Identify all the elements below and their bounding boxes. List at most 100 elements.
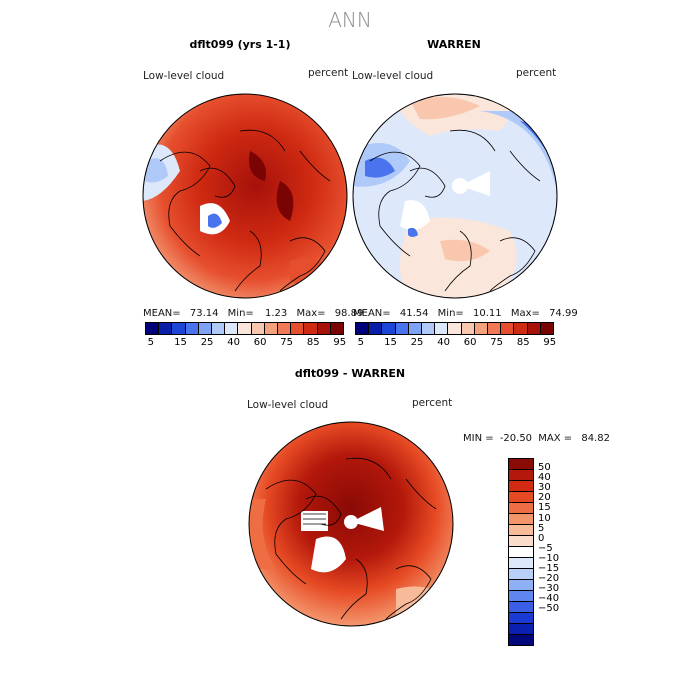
colorbar-swatch xyxy=(382,323,396,334)
diff-colorbar-tick-label: 15 xyxy=(538,502,551,514)
colorbar-swatch xyxy=(304,323,318,334)
colorbar-tick-label: 5 xyxy=(147,337,154,348)
left-min-label: Min= xyxy=(227,308,254,319)
diff-min-label: MIN = xyxy=(463,433,494,444)
right-colorbar xyxy=(355,322,554,335)
figure-title: ANN xyxy=(328,8,372,32)
diff-colorbar-swatch xyxy=(509,536,533,547)
diff-colorbar-swatch xyxy=(509,591,533,602)
right-min-value: 10.11 xyxy=(472,308,502,319)
diff-colorbar-swatch xyxy=(509,525,533,536)
colorbar-swatch xyxy=(159,323,173,334)
diff-colorbar-tick-label: 10 xyxy=(538,512,551,524)
colorbar-swatch xyxy=(251,323,265,334)
right-max-label: Max= xyxy=(510,308,540,319)
diff-colorbar-swatch xyxy=(509,514,533,525)
diff-colorbar-swatch xyxy=(509,503,533,514)
left-polar-map xyxy=(142,93,348,299)
colorbar-tick-label: 15 xyxy=(174,337,187,348)
right-mean-value: 41.54 xyxy=(399,308,429,319)
left-colorbar xyxy=(145,322,344,335)
colorbar-swatch xyxy=(488,323,502,334)
colorbar-swatch xyxy=(422,323,436,334)
right-variable-label: Low-level cloud xyxy=(352,70,434,82)
right-panel-title: WARREN xyxy=(427,38,481,51)
colorbar-swatch xyxy=(435,323,449,334)
diff-colorbar-swatch xyxy=(509,547,533,558)
diff-panel-title: dflt099 - WARREN xyxy=(294,367,406,380)
colorbar-tick-label: 75 xyxy=(490,337,504,348)
diff-colorbar-swatch xyxy=(509,624,533,635)
colorbar-swatch xyxy=(225,323,239,334)
colorbar-tick-label: 5 xyxy=(357,337,364,348)
left-colorbar-ticks: 5 15 25 40 60 75 85 95 xyxy=(145,337,346,349)
left-colorbar-swatches xyxy=(145,322,344,335)
colorbar-tick-label: 15 xyxy=(384,337,397,348)
diff-colorbar-swatch xyxy=(509,492,533,503)
diff-colorbar-tick-label: 0 xyxy=(538,532,545,544)
diff-colorbar-tick-label: 20 xyxy=(538,492,551,504)
diff-colorbar-tick-label: 50 xyxy=(538,462,551,473)
right-mean-label: MEAN= xyxy=(353,308,391,319)
colorbar-tick-label: 60 xyxy=(253,337,267,348)
left-stats: MEAN= 73.14 Min= 1.23 Max= 98.89 xyxy=(143,308,363,319)
colorbar-swatch xyxy=(185,323,199,334)
colorbar-swatch xyxy=(527,323,541,334)
colorbar-swatch xyxy=(291,323,305,334)
diff-units-label: percent xyxy=(412,397,453,409)
colorbar-swatch xyxy=(198,323,213,334)
diff-colorbar-tick-label: −10 xyxy=(538,552,560,564)
diff-colorbar-ticks: 50 40 30 20 15 10 5 0 −5 −10 −15 −20 −30 −40 −50 xyxy=(538,458,578,645)
diff-colorbar-swatch xyxy=(509,569,533,580)
diff-colorbar-tick-label: −30 xyxy=(538,583,560,595)
colorbar-swatch xyxy=(501,323,515,334)
colorbar-tick-label: 60 xyxy=(463,337,477,348)
colorbar-swatch xyxy=(514,323,528,334)
diff-max-value: 84.82 xyxy=(581,433,610,444)
diff-colorbar-swatch xyxy=(509,558,533,569)
left-max-label: Max= xyxy=(296,308,326,319)
diff-colorbar-swatch xyxy=(509,602,533,613)
left-mean-value: 73.14 xyxy=(189,308,219,319)
diff-min-value: -20.50 xyxy=(499,433,533,444)
left-panel-title: dflt099 (yrs 1-1) xyxy=(189,38,291,51)
colorbar-swatch xyxy=(448,323,462,334)
colorbar-tick-label: 85 xyxy=(516,337,530,348)
diff-minmax: MIN = -20.50 MAX = 84.82 xyxy=(463,433,610,444)
diff-colorbar-swatch xyxy=(509,580,533,591)
diff-variable-label: Low-level cloud xyxy=(247,399,329,411)
left-mean-label: MEAN= xyxy=(143,308,181,319)
left-variable-label: Low-level cloud xyxy=(143,70,225,82)
colorbar-swatch xyxy=(540,323,554,334)
colorbar-swatch xyxy=(264,323,279,334)
colorbar-swatch xyxy=(212,323,226,334)
diff-colorbar-swatch xyxy=(509,635,533,645)
right-colorbar-swatches xyxy=(355,322,554,335)
right-max-value: 74.99 xyxy=(549,308,578,319)
colorbar-swatch xyxy=(369,323,383,334)
colorbar-swatch xyxy=(330,323,344,334)
right-colorbar-ticks: 5 15 25 40 60 75 85 95 xyxy=(355,337,556,349)
colorbar-swatch xyxy=(278,323,292,334)
colorbar-swatch xyxy=(172,323,186,334)
colorbar-swatch xyxy=(461,323,475,334)
diff-colorbar-swatch xyxy=(509,459,533,470)
left-units-label: percent xyxy=(308,67,349,79)
diff-colorbar-tick-label: −20 xyxy=(538,573,560,585)
diff-colorbar-tick-label: 5 xyxy=(538,522,545,534)
colorbar-swatch xyxy=(408,323,423,334)
left-min-value: 1.23 xyxy=(264,308,288,319)
colorbar-tick-label: 25 xyxy=(200,337,214,348)
right-stats: MEAN= 41.54 Min= 10.11 Max= 74.99 xyxy=(353,308,578,319)
colorbar-swatch xyxy=(146,323,160,334)
diff-colorbar-tick-label: 30 xyxy=(538,482,551,494)
diff-colorbar-tick-label: −40 xyxy=(538,593,560,605)
colorbar-swatch xyxy=(395,323,409,334)
colorbar-tick-label: 25 xyxy=(410,337,424,348)
diff-colorbar-swatch xyxy=(509,470,533,481)
diff-colorbar-tick-label: −5 xyxy=(538,542,553,554)
colorbar-tick-label: 75 xyxy=(280,337,294,348)
right-min-label: Min= xyxy=(437,308,464,319)
colorbar-swatch xyxy=(474,323,489,334)
colorbar-tick-label: 40 xyxy=(227,337,240,348)
